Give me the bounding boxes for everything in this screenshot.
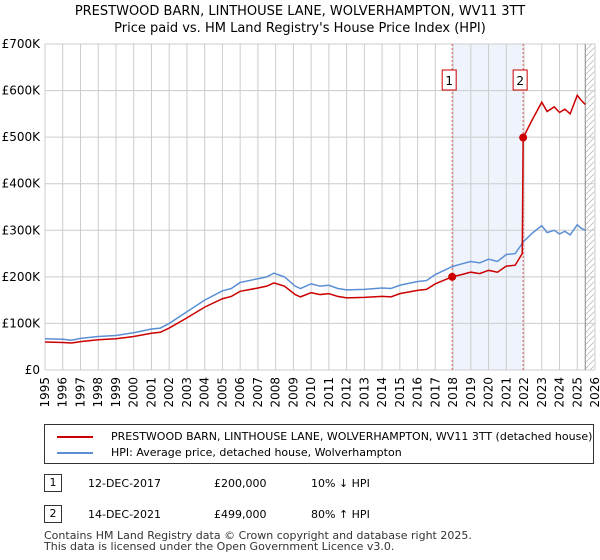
x-tick-label: 2024 [553, 377, 567, 408]
x-tick-label: 2006 [233, 377, 247, 408]
legend: PRESTWOOD BARN, LINTHOUSE LANE, WOLVERHA… [44, 424, 594, 464]
x-tick-label: 2014 [375, 377, 389, 408]
x-tick-label: 2013 [357, 377, 371, 408]
shaded-period [452, 44, 524, 370]
x-tick-label: 2003 [180, 377, 194, 408]
legend-label: PRESTWOOD BARN, LINTHOUSE LANE, WOLVERHA… [111, 430, 593, 443]
x-tick-label: 2018 [446, 377, 460, 408]
x-tick-label: 1995 [38, 377, 52, 408]
x-tick-label: 1997 [73, 377, 87, 408]
footer-line: This data is licensed under the Open Gov… [44, 540, 395, 553]
y-tick-label: £400K [2, 177, 42, 191]
x-tick-label: 2023 [535, 377, 549, 408]
x-tick-label: 2019 [464, 377, 478, 408]
series-line-price-paid [44, 93, 586, 344]
transaction-date: 12-DEC-2017 [88, 476, 162, 490]
y-tick-label: £500K [2, 130, 42, 144]
transaction-badge: 2 [44, 505, 62, 523]
x-tick-label: 2021 [499, 377, 513, 408]
chart-title: PRESTWOOD BARN, LINTHOUSE LANE, WOLVERHA… [74, 4, 526, 19]
transaction-row: 1 12-DEC-2017 £200,000 10% ↓ HPI [44, 474, 370, 492]
future-hatch [585, 44, 595, 370]
x-tick-label: 2022 [517, 377, 531, 408]
transaction-price: £200,000 [214, 476, 267, 490]
y-tick-label: £0 [25, 363, 40, 377]
x-tick-label: 2016 [411, 377, 425, 408]
x-tick-label: 2020 [482, 377, 496, 408]
x-tick-label: 2007 [251, 377, 265, 408]
x-tick-label: 1999 [109, 377, 123, 408]
y-tick-label: £100K [2, 316, 42, 330]
legend-swatch [57, 435, 93, 438]
transaction-row: 2 14-DEC-2021 £499,000 80% ↑ HPI [44, 505, 370, 523]
sale-point [448, 272, 457, 281]
legend-item-price-paid: PRESTWOOD BARN, LINTHOUSE LANE, WOLVERHA… [57, 430, 592, 443]
sale-marker-label: 1 [445, 74, 453, 88]
x-tick-label: 2001 [144, 377, 158, 408]
x-tick-label: 2015 [393, 377, 407, 408]
chart-subtitle: Price paid vs. HM Land Registry's House … [114, 21, 486, 36]
x-tick-label: 2000 [127, 377, 141, 408]
transaction-badge: 1 [44, 474, 62, 492]
sale-marker-box [512, 69, 528, 91]
transaction-price: £499,000 [214, 507, 267, 521]
sale-marker-box [441, 69, 457, 91]
legend-item-hpi: HPI: Average price, detached house, Wolv… [57, 446, 402, 459]
transaction-hpi: 80% ↑ HPI [311, 507, 370, 521]
transaction-hpi: 10% ↓ HPI [311, 476, 370, 490]
sale-point [519, 133, 528, 142]
legend-label: HPI: Average price, detached house, Wolv… [111, 446, 402, 459]
x-tick-label: 2011 [322, 377, 336, 408]
x-tick-label: 2025 [570, 377, 584, 408]
x-tick-label: 2004 [198, 377, 212, 408]
x-tick-label: 2026 [588, 377, 600, 408]
y-tick-label: £600K [2, 84, 42, 98]
x-tick-label: 2017 [428, 377, 442, 408]
x-tick-label: 2010 [304, 377, 318, 408]
y-tick-label: £700K [2, 37, 42, 51]
x-tick-label: 1998 [91, 377, 105, 408]
x-tick-label: 2002 [162, 377, 176, 408]
price-chart: 1995 1996 1997 1998 1999 2000 2001 2002 2003 2004… [2, 37, 600, 408]
footer-line: Contains HM Land Registry data © Crown c… [44, 529, 472, 542]
x-tick-label: 2012 [340, 377, 354, 408]
y-tick-label: £200K [2, 270, 42, 284]
x-tick-label: 2008 [269, 377, 283, 408]
series-line-hpi [44, 223, 586, 341]
x-tick-label: 2009 [286, 377, 300, 408]
sale-marker-label: 2 [516, 74, 524, 88]
x-tick-label: 2005 [215, 377, 229, 408]
transaction-date: 14-DEC-2021 [88, 507, 162, 521]
x-tick-label: 1996 [56, 377, 70, 408]
legend-swatch [57, 451, 93, 454]
y-tick-label: £300K [2, 223, 42, 237]
footer: Contains HM Land Registry data © Crown c… [44, 530, 472, 552]
